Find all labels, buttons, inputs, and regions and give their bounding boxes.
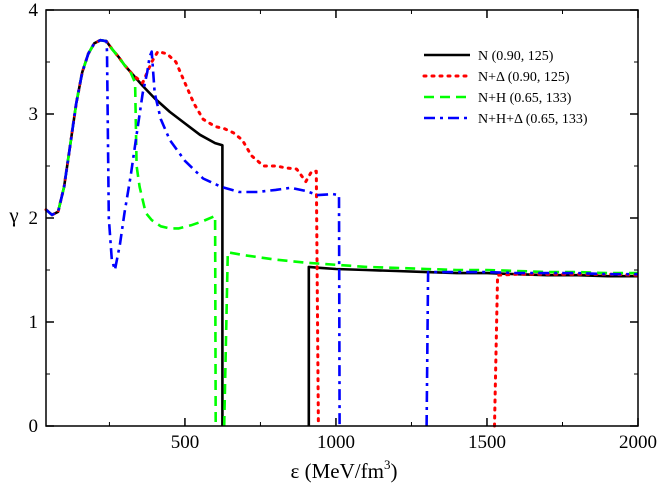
x-axis-title: ε (MeV/fm3)	[291, 457, 398, 483]
x-axis-title-sup: 3	[384, 457, 391, 472]
series-path	[425, 270, 638, 427]
series-line	[45, 38, 638, 427]
series-layer	[44, 38, 640, 428]
x-axis-title-close: )	[390, 459, 397, 483]
plot-frame	[45, 9, 639, 427]
legend-label: N+Δ (0.90, 125)	[478, 70, 570, 85]
y-tick-label: 3	[29, 104, 39, 125]
legend-label: N+H (0.65, 133)	[478, 91, 572, 106]
legend-label: N (0.90, 125)	[478, 49, 554, 64]
y-tick-label: 0	[29, 416, 39, 437]
x-tick-label: 500	[171, 432, 200, 453]
legend: N (0.90, 125) N+Δ (0.90, 125) N+H (0.65, 1…	[422, 49, 588, 127]
y-axis-title: γ	[8, 203, 18, 227]
y-tick-label: 4	[29, 0, 39, 21]
y-tick-label: 1	[29, 312, 39, 333]
tick-layer: 500 1000 1500 2000 0 1 2 3 4	[29, 0, 658, 453]
series-path	[45, 38, 341, 427]
x-tick-label: 1000	[317, 432, 355, 453]
series-path	[222, 251, 638, 427]
y-tick-label: 2	[29, 208, 39, 229]
x-tick-label: 1500	[468, 432, 506, 453]
x-axis-title-main: ε (MeV/fm	[291, 459, 384, 483]
legend-label: N+H+Δ (0.65, 133)	[478, 112, 588, 127]
x-tick-label: 2000	[619, 432, 657, 453]
